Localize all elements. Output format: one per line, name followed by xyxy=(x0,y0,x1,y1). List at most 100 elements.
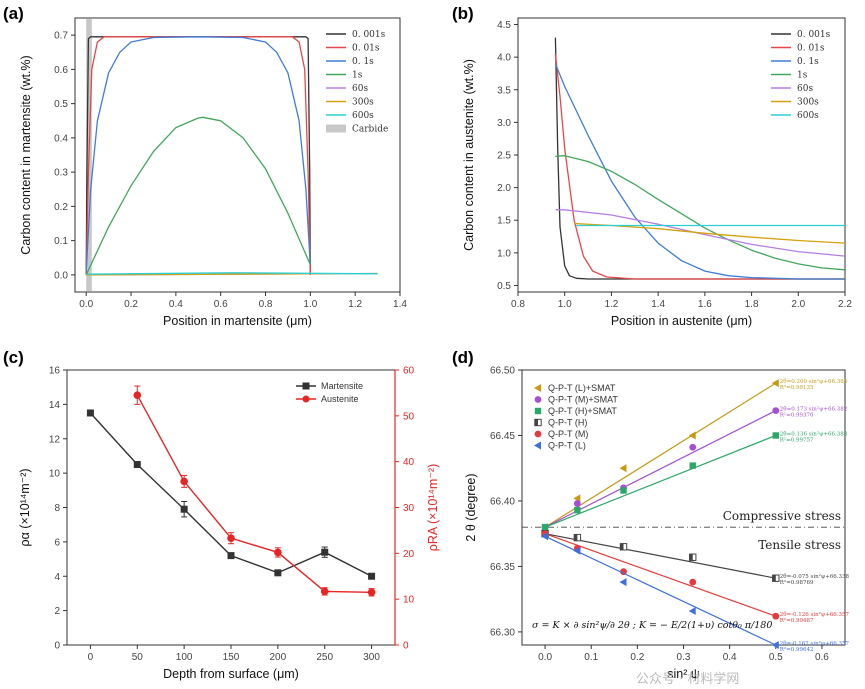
y-axis-label: 2 θ (degree) xyxy=(464,473,478,541)
x-tick-label: 0.8 xyxy=(259,299,273,310)
legend-label: 1s xyxy=(797,71,808,81)
y-tick-label: 66.50 xyxy=(490,366,515,377)
data-point xyxy=(771,641,779,649)
fit-r2: R²=0.99642 xyxy=(780,646,814,653)
series-line-1 xyxy=(554,53,845,280)
fit-line-5 xyxy=(544,535,777,646)
fit-line-4 xyxy=(544,533,776,617)
data-point xyxy=(619,464,627,473)
x-tick-label: 0.6 xyxy=(214,299,228,310)
legend-label: 60s xyxy=(797,84,813,94)
y-tick-label: 12 xyxy=(49,434,61,445)
legend-marker xyxy=(302,382,310,390)
legend-marker xyxy=(534,441,541,450)
x-tick-label: 200 xyxy=(270,652,287,663)
data-point-fill xyxy=(689,554,693,561)
data-point xyxy=(619,578,627,587)
x-tick-label: 1.0 xyxy=(558,299,572,310)
series-line-6 xyxy=(86,272,378,275)
legend-swatch-carbide xyxy=(326,124,346,133)
legend-label: 600s xyxy=(352,111,374,121)
y2-tick-label: 20 xyxy=(403,549,415,560)
y2-tick-label: 30 xyxy=(403,503,415,514)
panel-label-a: (a) xyxy=(3,4,24,23)
series-line-0 xyxy=(89,412,372,577)
series-line-0 xyxy=(554,37,845,280)
x-tick-label: 1.0 xyxy=(303,299,317,310)
data-point xyxy=(321,548,329,556)
fit-r2: R²=0.99376 xyxy=(780,412,814,419)
legend-label: Q-P-T (M)+SMAT xyxy=(548,395,618,405)
stress-formula: σ = K × ∂ sin²ψ/∂ 2θ ; K = − E/2(1+υ) co… xyxy=(532,620,772,631)
series-line-4 xyxy=(555,209,846,257)
y-axis-label: Carbon content in austenite (wt.%) xyxy=(462,59,476,251)
data-point xyxy=(368,572,376,580)
data-point xyxy=(573,494,581,503)
legend-label: 0. 01s xyxy=(797,44,825,54)
fit-r2: R²=0.99757 xyxy=(780,436,814,443)
legend-label: 600s xyxy=(797,111,819,121)
panel-a: 0.0 0.2 0.4 0.6 0.8 1.0 1.2 1.4 0.0 0.1 0.2 0.3 0.4 0… xyxy=(19,17,407,328)
legend-label: 300s xyxy=(352,98,374,108)
fit-r2: R²=0.99135 xyxy=(780,384,814,391)
annotation-compressive: Compressive stress xyxy=(723,509,841,523)
legend-label: 0. 1s xyxy=(352,57,374,67)
legend-marker-fill xyxy=(534,419,538,426)
data-point xyxy=(574,506,581,514)
x-tick-label: 0.2 xyxy=(124,299,138,310)
data-point xyxy=(133,461,141,469)
series-line-5 xyxy=(574,222,846,244)
legend-marker xyxy=(534,396,542,403)
data-point-fill xyxy=(772,575,776,582)
x-axis-label: sin² ψ xyxy=(667,667,700,681)
x-tick-label: 50 xyxy=(132,652,144,663)
data-point xyxy=(772,407,780,414)
series-line-3 xyxy=(85,116,311,276)
y-tick-label: 0.5 xyxy=(497,281,511,292)
x-tick-label: 0.2 xyxy=(630,652,644,663)
legend-marker xyxy=(302,395,310,403)
x-tick-label: 0 xyxy=(88,652,94,663)
y-tick-label: 3.5 xyxy=(497,85,511,96)
y-tick-label: 0.6 xyxy=(54,65,68,76)
series-line-0 xyxy=(85,36,311,275)
fit-equation: 2θ=-0.167 sin²ψ+66.357 xyxy=(780,640,850,647)
y-tick-label: 16 xyxy=(49,366,61,377)
fit-equation: 2θ=-0.126 sin²ψ+66.357 xyxy=(780,611,850,618)
data-point xyxy=(573,546,581,555)
y-tick-label: 0 xyxy=(54,641,60,652)
x-tick-label: 0.4 xyxy=(169,299,183,310)
y-tick-label: 0.5 xyxy=(54,99,68,110)
x-tick-label: 100 xyxy=(176,652,193,663)
plot-frame xyxy=(66,369,396,646)
x-tick-label: 1.8 xyxy=(745,299,759,310)
y-tick-label: 3.0 xyxy=(497,118,511,129)
legend-label: Carbide xyxy=(352,125,388,135)
data-point xyxy=(772,612,780,620)
fit-line-2 xyxy=(544,434,777,528)
series-line-2 xyxy=(85,36,311,272)
legend-label: Q-P-T (L)+SMAT xyxy=(548,383,616,393)
data-point xyxy=(274,569,282,577)
series-line-3 xyxy=(555,155,846,271)
panel-b: 0.8 1.0 1.2 1.4 1.6 1.8 2.0 2.2 0.5 1.0 1.5 2.0 2.5 3… xyxy=(462,17,852,328)
x-tick-label: 0.3 xyxy=(677,652,691,663)
legend-label: 0. 1s xyxy=(797,57,819,67)
x-tick-label: 250 xyxy=(316,652,333,663)
x-tick-label: 2.0 xyxy=(791,299,805,310)
watermark: 公众号 · 材料学网 xyxy=(636,671,739,687)
x-tick-label: 0.6 xyxy=(815,652,829,663)
data-point xyxy=(689,462,696,469)
x-tick-label: 1.4 xyxy=(651,299,665,310)
data-point xyxy=(367,588,376,597)
y-tick-label: 66.35 xyxy=(490,562,515,573)
panel-label-d: (d) xyxy=(452,348,474,367)
annotation-tensile: Tensile stress xyxy=(758,538,841,552)
legend-marker xyxy=(534,384,541,392)
data-point xyxy=(689,578,697,586)
data-point xyxy=(227,552,235,560)
data-point xyxy=(689,443,697,451)
series-line-1 xyxy=(136,394,372,593)
